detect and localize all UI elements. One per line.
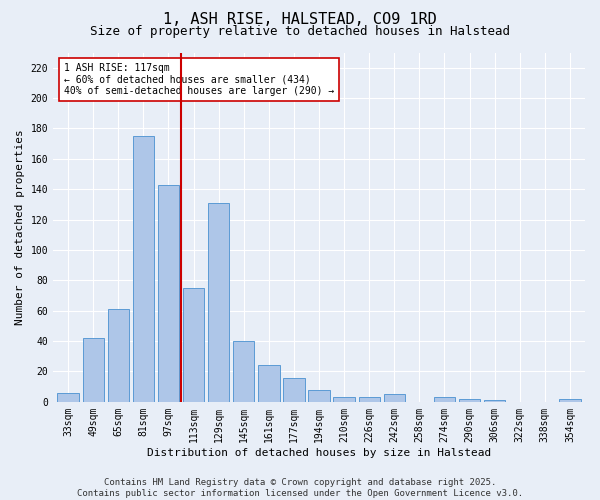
Bar [133, 136, 154, 402]
Y-axis label: Number of detached properties: Number of detached properties [15, 130, 25, 325]
Text: 1, ASH RISE, HALSTEAD, CO9 1RD: 1, ASH RISE, HALSTEAD, CO9 1RD [163, 12, 437, 28]
Bar [334, 398, 355, 402]
Bar [559, 399, 581, 402]
Bar [58, 392, 79, 402]
Text: Size of property relative to detached houses in Halstead: Size of property relative to detached ho… [90, 25, 510, 38]
Bar [308, 390, 329, 402]
Bar [258, 366, 280, 402]
Bar [359, 398, 380, 402]
Bar [208, 203, 229, 402]
Bar [83, 338, 104, 402]
Bar [434, 398, 455, 402]
Bar [107, 309, 129, 402]
Bar [158, 184, 179, 402]
X-axis label: Distribution of detached houses by size in Halstead: Distribution of detached houses by size … [147, 448, 491, 458]
Bar [383, 394, 405, 402]
Bar [459, 399, 480, 402]
Text: Contains HM Land Registry data © Crown copyright and database right 2025.
Contai: Contains HM Land Registry data © Crown c… [77, 478, 523, 498]
Bar [233, 341, 254, 402]
Bar [283, 378, 305, 402]
Bar [484, 400, 505, 402]
Bar [183, 288, 204, 402]
Text: 1 ASH RISE: 117sqm
← 60% of detached houses are smaller (434)
40% of semi-detach: 1 ASH RISE: 117sqm ← 60% of detached hou… [64, 63, 334, 96]
